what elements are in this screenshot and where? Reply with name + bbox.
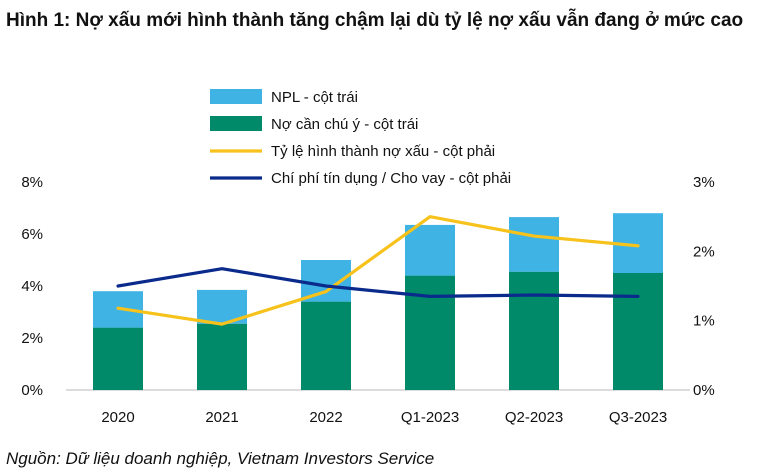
bar-special-mention (405, 275, 455, 390)
legend-label: NPL - cột trái (271, 89, 358, 106)
x-axis-tick-label: 2021 (205, 409, 238, 426)
right-axis-tick-label: 1% (693, 313, 715, 330)
legend: NPL - cột trái Nợ cần chú ý - cột trái Tỷ … (210, 89, 511, 187)
bar-special-mention (93, 327, 143, 390)
lines (116, 215, 640, 326)
left-axis-tick-label: 0% (21, 382, 43, 399)
legend-swatch (210, 116, 262, 131)
right-axis-tick-label: 0% (693, 382, 715, 399)
bar-special-mention (509, 271, 559, 390)
line-formation-rate (116, 215, 640, 326)
x-axis-tick-label: Q3-2023 (609, 409, 667, 426)
x-axis-tick-label: 2020 (101, 409, 134, 426)
line-credit-cost (116, 267, 640, 298)
bar-npl (509, 217, 559, 272)
source-note: Nguồn: Dữ liệu doanh nghiệp, Vietnam Inv… (6, 449, 435, 468)
left-axis-tick-label: 2% (21, 330, 43, 347)
right-axis-tick-label: 2% (693, 243, 715, 260)
bar-special-mention (197, 323, 247, 390)
legend-swatch (210, 89, 262, 104)
bar-special-mention (301, 301, 351, 390)
legend-label: Nợ cần chú ý - cột trái (271, 116, 418, 133)
legend-label: Chí phí tín dụng / Cho vay - cột phải (271, 170, 511, 187)
x-axis-tick-label: Q2-2023 (505, 409, 563, 426)
left-axis-tick-label: 6% (21, 226, 43, 243)
axes: 0% 2% 4% 6% 8% 0% 1% 2% 3% 2020 2021 2022 Q1-2023 Q2-… (21, 174, 714, 426)
left-axis-tick-label: 4% (21, 278, 43, 295)
x-axis-tick-label: Q1-2023 (401, 409, 459, 426)
legend-label: Tỷ lệ hình thành nợ xấu - cột phải (271, 143, 495, 160)
chart-title: Hình 1: Nợ xấu mới hình thành tăng chậm … (6, 10, 744, 31)
left-axis-tick-label: 8% (21, 174, 43, 191)
bar-special-mention (613, 273, 663, 390)
right-axis-tick-label: 3% (693, 174, 715, 191)
bar-npl (405, 224, 455, 276)
x-axis-tick-label: 2022 (309, 409, 342, 426)
bars (93, 213, 663, 390)
